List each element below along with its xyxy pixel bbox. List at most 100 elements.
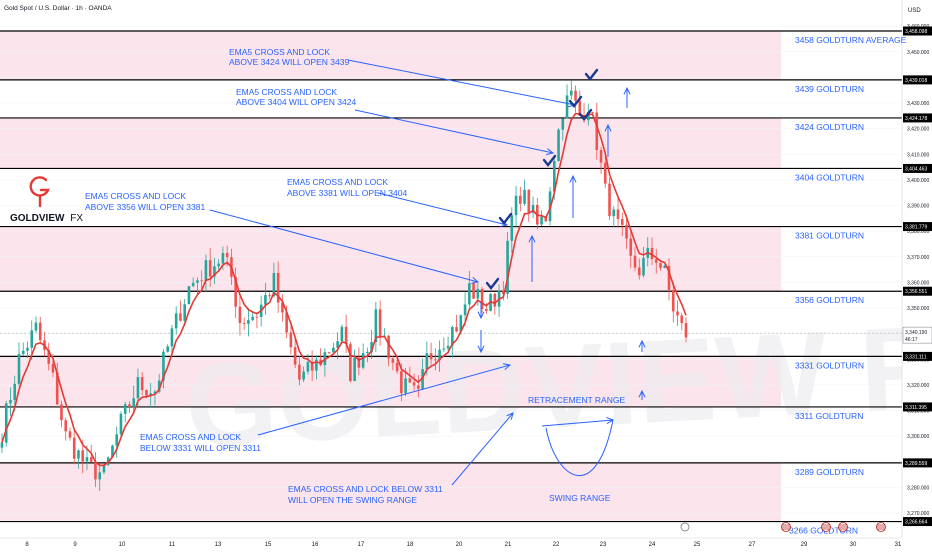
candle-body: [217, 263, 220, 267]
dividend-icon[interactable]: [680, 522, 690, 532]
candle-body: [476, 288, 480, 299]
price-tag-text: 3,289.559: [905, 461, 927, 467]
annotation-a3-line2: ABOVE 3381 WILL OPEN 3404: [287, 188, 407, 198]
candle: [468, 270, 471, 308]
time-axis-panel[interactable]: [0, 538, 932, 550]
candle: [281, 294, 284, 322]
checkmark-icon: [578, 108, 593, 121]
candle-body: [157, 380, 161, 392]
annotation-arrow: [377, 192, 509, 227]
candle-body: [98, 472, 102, 480]
goldturn-level-label: 3424 GOLDTURN: [795, 122, 864, 132]
candle-body: [336, 341, 339, 348]
candle: [115, 426, 119, 458]
x-tick-label: 27: [749, 542, 756, 548]
candle: [17, 342, 21, 387]
price-tag-text: 3,331.111: [905, 354, 927, 360]
candle-body: [251, 316, 254, 321]
candle-body: [527, 189, 531, 213]
candle-body: [332, 347, 335, 353]
candle-body: [9, 399, 12, 404]
candle: [616, 198, 620, 228]
candle-body: [102, 464, 106, 473]
candle-body: [115, 434, 119, 446]
candle: [506, 231, 509, 299]
annotation-a1-line2: ABOVE 3424 WILL OPEN 3439: [229, 57, 349, 67]
candle-body: [684, 323, 688, 338]
candle: [510, 207, 514, 254]
candle: [395, 359, 399, 375]
price-axis-panel[interactable]: [902, 0, 932, 538]
candle: [374, 301, 378, 353]
price-tag-bg: [903, 286, 932, 296]
candle-body: [281, 302, 284, 313]
price-tag-bg: [903, 517, 932, 527]
candle-body: [472, 283, 475, 299]
candle: [132, 385, 136, 413]
candle: [306, 354, 310, 375]
annotation-arrow: [257, 363, 512, 436]
x-tick-label: 20: [456, 542, 463, 548]
candle-body: [378, 309, 382, 337]
candle: [213, 257, 216, 284]
candle-body: [4, 403, 8, 443]
candle-body: [106, 457, 110, 465]
arrow-shaft: [347, 59, 576, 106]
candle-body: [544, 216, 548, 222]
candle: [344, 314, 348, 354]
candle: [34, 316, 38, 333]
candle: [603, 152, 607, 188]
candle-body: [255, 316, 259, 318]
event-flags[interactable]: [680, 522, 886, 532]
candle: [633, 246, 637, 272]
candle-body: [340, 326, 344, 342]
candle: [531, 196, 535, 219]
logo-brand-suffix: FX: [70, 213, 83, 224]
candle-body: [21, 350, 25, 354]
arrow-head: [638, 339, 646, 348]
candle-body: [493, 293, 497, 307]
annotation-a5-line2: BELOW 3331 WILL OPEN 3311: [140, 443, 261, 453]
candle: [378, 300, 382, 346]
candle-body: [145, 390, 148, 396]
candle-body: [451, 327, 454, 346]
price-tag-text: 3,439.018: [905, 78, 927, 84]
candle: [608, 177, 611, 221]
goldturn-level-label: 3311 GOLDTURN: [795, 411, 863, 421]
candle-body: [659, 262, 662, 268]
level-price-tag: 3,356.551: [903, 286, 932, 296]
candle-body: [208, 260, 212, 277]
arrow-head: [503, 363, 512, 370]
candle-body: [272, 273, 276, 297]
checkmark-icon: [498, 212, 513, 225]
candle: [676, 300, 679, 326]
candle-body: [374, 309, 378, 343]
annotation-a4-line1: EMA5 CROSS AND LOCK: [85, 191, 186, 201]
x-tick-label: 30: [850, 542, 857, 548]
candle-body: [51, 363, 55, 373]
candle: [417, 375, 420, 398]
candle-body: [599, 149, 603, 163]
goldturn-level-label: 3458 GOLDTURN AVERAGE: [795, 35, 907, 45]
goldturn-level-label: 3331 GOLDTURN: [795, 360, 864, 370]
level-price-tag: 3,424.178: [903, 113, 932, 123]
level-price-tag: 3,458.098: [903, 26, 932, 36]
candle-body: [221, 252, 225, 264]
annotation-arrow: [569, 174, 577, 218]
y-tick-label: 3,430.000: [907, 101, 929, 107]
arrow-head: [569, 174, 577, 183]
candle-body: [442, 348, 446, 350]
candle-body: [247, 320, 250, 324]
annotation-arrow: [477, 302, 485, 320]
y-tick-label: 3,380.000: [907, 229, 929, 235]
candle: [196, 277, 199, 295]
candle: [659, 262, 662, 271]
candle: [68, 427, 72, 441]
candle-body: [162, 351, 165, 381]
candle-body: [667, 265, 671, 290]
x-tick-labels: 8 9 10 11 13 15 16 17 18 20 21 22 23 24 25 27 29 30 31: [25, 542, 902, 548]
candle-body: [136, 377, 140, 399]
svg-text:GOLDVIEW FX: GOLDVIEW FX: [10, 213, 83, 224]
